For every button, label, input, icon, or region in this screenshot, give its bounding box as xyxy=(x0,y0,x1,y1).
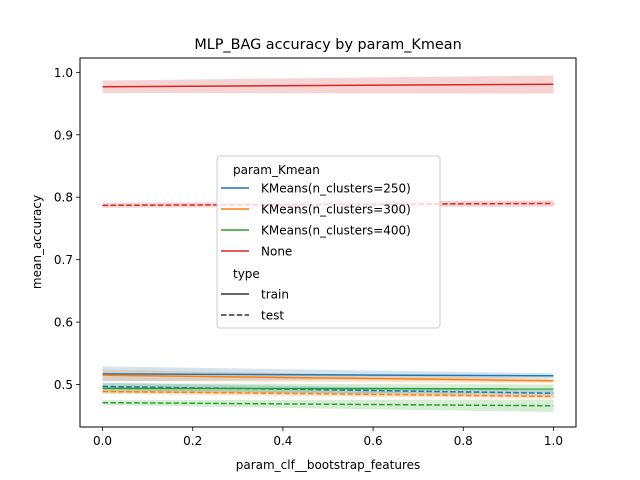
x-axis-label: param_clf__bootstrap_features xyxy=(236,458,421,472)
ci-band-none-train xyxy=(102,75,554,94)
plot-frame xyxy=(79,57,577,428)
legend-items: KMeans(n_clusters=250) KMeans(n_clusters=… xyxy=(221,182,411,323)
legend-label-kmeans-n-clusters-400: KMeans(n_clusters=400) xyxy=(261,224,411,238)
x-tick-label: 0.0 xyxy=(93,434,112,448)
legend-hue-title: param_Kmean xyxy=(233,163,320,177)
legend-label-kmeans-n-clusters-250: KMeans(n_clusters=250) xyxy=(261,182,411,196)
legend-label-test: test xyxy=(261,309,284,323)
series-line-kmeans-n-clusters-250-test xyxy=(102,385,554,395)
y-axis: 0.5 0.6 0.7 0.8 0.9 1.0 xyxy=(54,66,80,392)
series-line-kmeans-n-clusters-300-test xyxy=(102,390,554,398)
y-axis-label: mean_accuracy xyxy=(30,195,44,289)
x-axis: 0.0 0.2 0.4 0.6 0.8 1.0 xyxy=(93,427,563,448)
legend-label-none: None xyxy=(261,245,292,259)
series-line-none-train xyxy=(102,83,554,88)
legend-box xyxy=(216,155,441,329)
series-line-kmeans-n-clusters-300-train xyxy=(102,374,554,382)
y-tick-label: 0.9 xyxy=(54,128,73,142)
y-tick-label: 0.8 xyxy=(54,191,73,205)
chart-title: MLP_BAG accuracy by param_Kmean xyxy=(194,37,461,53)
x-tick-label: 0.4 xyxy=(273,434,292,448)
y-tick-label: 0.6 xyxy=(54,316,73,330)
ci-band-kmeans-n-clusters-400-test xyxy=(102,399,554,413)
y-tick-label: 0.5 xyxy=(54,378,73,392)
x-tick-label: 1.0 xyxy=(544,434,563,448)
x-tick-label: 0.6 xyxy=(364,434,383,448)
ci-band-kmeans-n-clusters-250-train xyxy=(102,366,554,382)
legend-label-kmeans-n-clusters-300: KMeans(n_clusters=300) xyxy=(261,203,411,217)
legend-style-title: type xyxy=(233,267,260,281)
series-line-kmeans-n-clusters-400-test xyxy=(102,401,554,407)
y-tick-label: 1.0 xyxy=(54,66,73,80)
y-tick-label: 0.7 xyxy=(54,253,73,267)
legend: param_Kmean type KMeans(n_clusters=250)K… xyxy=(216,155,441,329)
series-line-kmeans-n-clusters-400-train xyxy=(102,387,554,390)
x-tick-label: 0.8 xyxy=(454,434,473,448)
legend-label-train: train xyxy=(261,288,289,302)
series-line-kmeans-n-clusters-250-train xyxy=(102,373,554,377)
x-tick-label: 0.2 xyxy=(183,434,202,448)
